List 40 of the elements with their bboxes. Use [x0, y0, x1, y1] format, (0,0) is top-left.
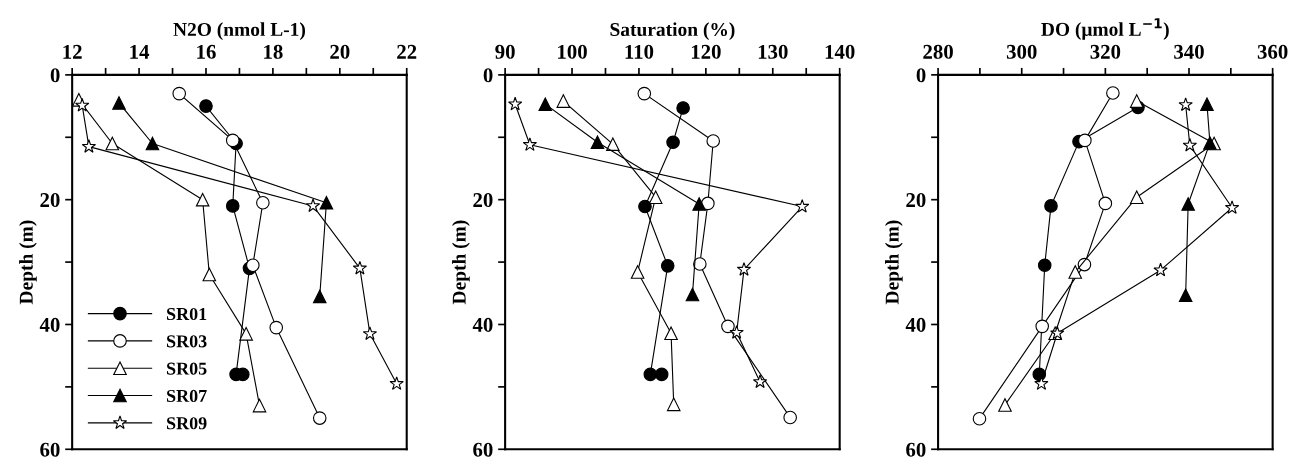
y-tick-label: 40 — [905, 317, 926, 332]
x-tick-label: 320 — [1090, 44, 1121, 59]
x-tick-label: 14 — [130, 44, 150, 59]
x-tick-label: 20 — [330, 44, 350, 59]
y-axis-title: Depth (m) — [452, 220, 470, 305]
x-tick-label: 12 — [63, 44, 82, 59]
x-tick-label: 280 — [923, 44, 953, 59]
x-tick-label: 90 — [495, 44, 515, 59]
legend-label: SR05 — [167, 362, 207, 375]
x-tick-label: 120 — [691, 44, 721, 59]
y-tick-label: 20 — [906, 193, 926, 208]
x-tick-label: 16 — [197, 44, 216, 59]
legend-label: SR03 — [167, 335, 207, 348]
x-tick-label: 140 — [825, 44, 855, 59]
x-axis-title: N2O (nmol L-1) — [173, 22, 306, 40]
y-tick-label: 60 — [906, 442, 926, 457]
y-axis-title: Depth (m) — [19, 220, 37, 305]
y-tick-label: 20 — [473, 193, 493, 208]
legend-label: SR01 — [167, 307, 207, 321]
y-tick-label: 60 — [40, 442, 60, 457]
x-tick-label: 100 — [558, 44, 587, 59]
y-tick-label: 0 — [916, 68, 926, 83]
y-tick-label: 40 — [39, 317, 60, 332]
legend-label: SR09 — [167, 417, 207, 430]
y-axis-title: Depth (m) — [885, 220, 903, 305]
y-tick-label: 0 — [50, 68, 60, 83]
x-axis-title: DO (μmol L$^{−1}$) — [1041, 18, 1169, 40]
y-tick-label: 40 — [472, 317, 493, 332]
y-tick-label: 20 — [40, 193, 60, 208]
x-tick-label: 340 — [1174, 44, 1204, 59]
x-axis-title: Saturation (%) — [610, 22, 735, 40]
x-tick-label: 300 — [1006, 44, 1037, 59]
x-tick-label: 22 — [397, 44, 417, 59]
x-tick-label: 360 — [1257, 44, 1288, 59]
x-tick-label: 130 — [758, 44, 788, 59]
x-tick-label: 110 — [625, 44, 654, 59]
y-tick-label: 60 — [473, 442, 493, 457]
x-tick-label: 18 — [264, 44, 283, 59]
legend-label: SR07 — [167, 389, 207, 403]
y-tick-label: 0 — [483, 68, 493, 83]
